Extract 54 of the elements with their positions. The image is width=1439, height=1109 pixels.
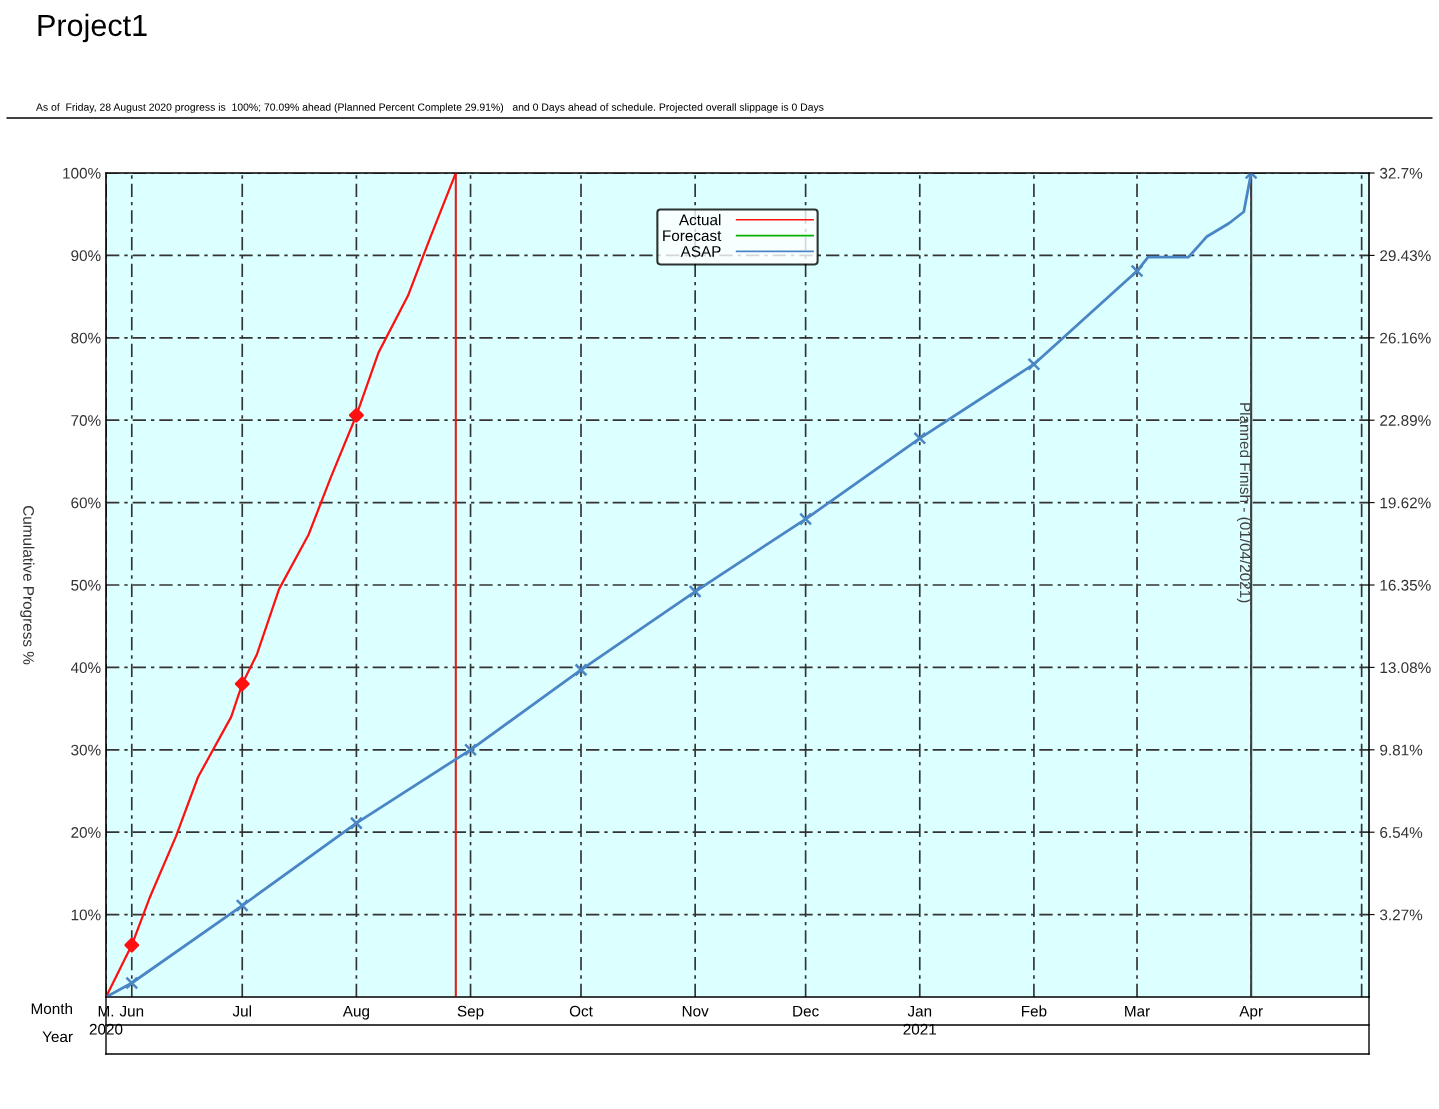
- y-axis-title: Cumulative Progress %: [20, 505, 35, 665]
- x-tick-label: Jul: [232, 1005, 251, 1017]
- point: [463, 743, 478, 757]
- x-tick-label: Mar: [1125, 1005, 1150, 1017]
- y-tick-label: 10%: [71, 909, 101, 921]
- point: [349, 816, 364, 830]
- x-tick-label: Aug: [342, 1005, 369, 1020]
- x-tick-label: Jan: [907, 1005, 932, 1017]
- y-tick-label: 40%: [70, 662, 101, 674]
- point: [235, 898, 249, 913]
- x-tick-label: Feb: [1022, 1005, 1047, 1017]
- point: [798, 512, 813, 526]
- point: [125, 976, 139, 990]
- y-tick-label: 70%: [71, 415, 101, 426]
- x-tick-label: Oct: [569, 1005, 593, 1017]
- y2-tick-label: 32.7%: [1380, 167, 1423, 179]
- point: [348, 407, 364, 423]
- chart-title: Project1: [38, 13, 147, 43]
- y2-tick-label: 3.27%: [1380, 909, 1423, 921]
- x2-axis-title: Year: [42, 1031, 73, 1043]
- ref-line-label: Planned Finish - (01/04/2021): [1236, 403, 1252, 603]
- point: [574, 663, 588, 677]
- y2-tick-label: 13.08%: [1380, 662, 1431, 674]
- x-tick-label: Apr: [1239, 1005, 1263, 1020]
- point: [913, 431, 927, 445]
- y2-tick-label: 22.89%: [1380, 415, 1431, 426]
- y2-tick-label: 9.81%: [1380, 744, 1423, 756]
- y-tick-label: 20%: [71, 827, 101, 838]
- chart-subtitle: As of Friday, 28 August 2020 progress is 100%; 70.09% ahead (Planned Percent Complete 29.91%) and 0 Days ahead of schedule. Projected overall slippage is 0 Days: [36, 103, 824, 113]
- x-axis-title: Month: [31, 1002, 73, 1015]
- y-tick-label: 30%: [71, 744, 101, 756]
- point: [1130, 264, 1144, 278]
- x-tick-label: Sep: [457, 1005, 484, 1020]
- x-tick-label: Jun: [119, 1005, 144, 1017]
- y2-tick-label: 6.54%: [1380, 827, 1423, 838]
- y2-tick-label: 29.43%: [1380, 250, 1431, 262]
- point: [124, 937, 140, 953]
- y2-tick-label: 16.35%: [1380, 579, 1431, 591]
- y-tick-label: 50%: [71, 579, 101, 591]
- x-tick-label: Dec: [793, 1005, 819, 1017]
- y-tick-label: 90%: [71, 250, 101, 262]
- x-tick-label: Nov: [682, 1005, 709, 1017]
- y2-tick-label: 19.62%: [1380, 497, 1431, 509]
- point: [234, 676, 250, 692]
- legend-label: ASAP: [680, 246, 721, 257]
- y2-tick-label: 26.16%: [1380, 332, 1431, 344]
- point: [1027, 357, 1041, 371]
- y-tick-label: 80%: [71, 332, 101, 344]
- y-tick-label: 60%: [71, 497, 101, 509]
- legend-label: Actual: [678, 214, 721, 226]
- y-tick-label: 100%: [63, 167, 101, 179]
- x2-tick-label: 2021: [903, 1023, 937, 1035]
- legend-label: Forecast: [663, 230, 722, 242]
- point: [688, 584, 702, 599]
